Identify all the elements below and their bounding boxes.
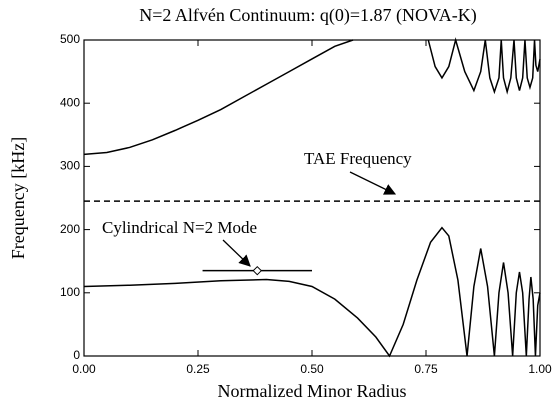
y-tick-label: 300 [60,159,80,173]
y-axis-label: Frequency [kHz] [8,137,28,259]
line [83,226,541,358]
y-tick-label: 100 [60,285,80,299]
annotation: Cylindrical N=2 Mode [102,218,257,237]
y-tick-label: 400 [60,95,80,109]
annotation-arrow [349,171,397,195]
x-tick-label: 0.75 [414,362,438,376]
marker [252,265,262,276]
y-tick-label: 0 [73,348,80,362]
annotation: TAE Frequency [304,149,412,168]
line [83,37,541,156]
x-tick-label: 0.25 [186,362,210,376]
x-tick-label: 1.00 [528,362,552,376]
x-tick-label: 0.00 [72,362,96,376]
x-axis-label: Normalized Minor Radius [218,381,407,401]
annotation-arrow [222,239,251,267]
y-tick-label: 500 [60,32,80,46]
x-tick-label: 0.50 [300,362,324,376]
y-tick-label: 200 [60,222,80,236]
chart-title: N=2 Alfvén Continuum: q(0)=1.87 (NOVA-K) [139,5,476,26]
